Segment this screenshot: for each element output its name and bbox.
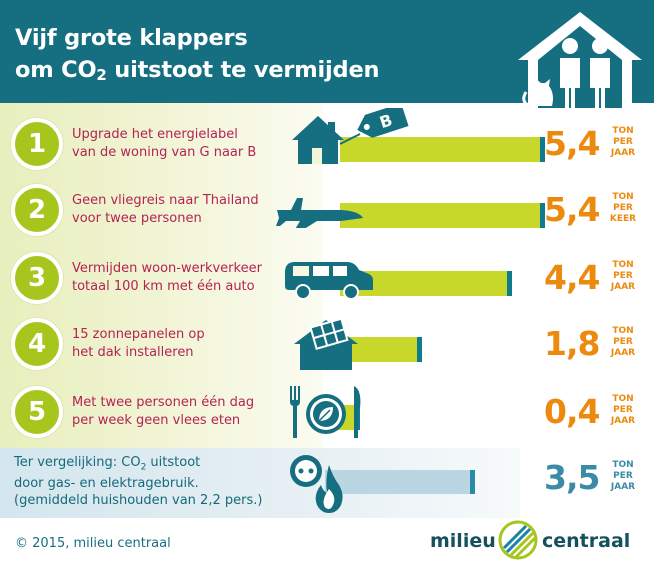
value-number: 5,4 [544,190,600,229]
plate-leaf-icon [290,386,361,438]
item-label: 15 zonnepanelen op het dak installeren [72,327,205,360]
logo-globe-icon [498,520,538,560]
item-label: Geen vliegreis naar Thailand voor twee pe… [72,193,259,226]
item-label: Vermijden woon-werkverkeer totaal 100 km … [72,261,262,294]
list-item: 5 Met twee personen één dag per week geen… [0,382,654,442]
value-number: 0,4 [544,392,600,431]
number-badge: 5 [11,386,63,438]
airplane-icon [276,198,363,228]
value-number: 1,8 [544,324,600,363]
value-number: 4,4 [544,258,600,297]
comparison-unit: TON PER JAAR [610,460,636,492]
item-label: Upgrade het energielabel van de woning va… [72,127,257,160]
list-item: 1 Upgrade het energielabel van de woning … [0,108,654,174]
title-line-2: om CO2 uitstoot te vermijden [15,57,380,84]
house-energy-label-icon: B [292,108,409,164]
brand-word-right: centraal [542,530,631,552]
comparison-bar [325,470,475,494]
number-badge: 4 [11,318,63,370]
milieu-centraal-logo: milieu centraal [430,518,645,562]
comparison-label: Ter vergelijking: CO2 uitstoot door gas-… [14,455,263,508]
value-bar [340,203,545,228]
comparison-value: 3,5 [544,458,600,497]
solar-panel-house-icon [294,317,358,370]
brand-word-left: milieu [430,530,496,552]
value-unit: TON PER JAAR [610,394,636,426]
number-badge: 2 [11,184,63,236]
value-unit: TON PER JAAR [610,260,636,292]
value-bar [340,137,545,162]
title-line-1: Vijf grote klappers [15,25,248,51]
number-badge: 1 [11,118,63,170]
item-label: Met twee personen één dag per week geen v… [72,395,255,428]
list-item: 4 15 zonnepanelen op het dak installeren … [0,314,654,374]
value-unit: TON PER JAAR [610,326,636,358]
family-house-icon [518,12,642,108]
gas-flame-icon [315,465,343,513]
power-socket-icon [290,455,322,487]
svg-text:B: B [377,110,394,132]
value-number: 5,4 [544,124,600,163]
car-icon [285,262,373,300]
number-badge: 3 [11,252,63,304]
copyright-text: © 2015, milieu centraal [15,536,171,551]
value-unit: TON PER KEER [609,192,637,224]
list-item: 3 Vermijden woon-werkverkeer totaal 100 k… [0,248,654,308]
list-item: 2 Geen vliegreis naar Thailand voor twee … [0,180,654,240]
value-unit: TON PER JAAR [610,126,636,158]
